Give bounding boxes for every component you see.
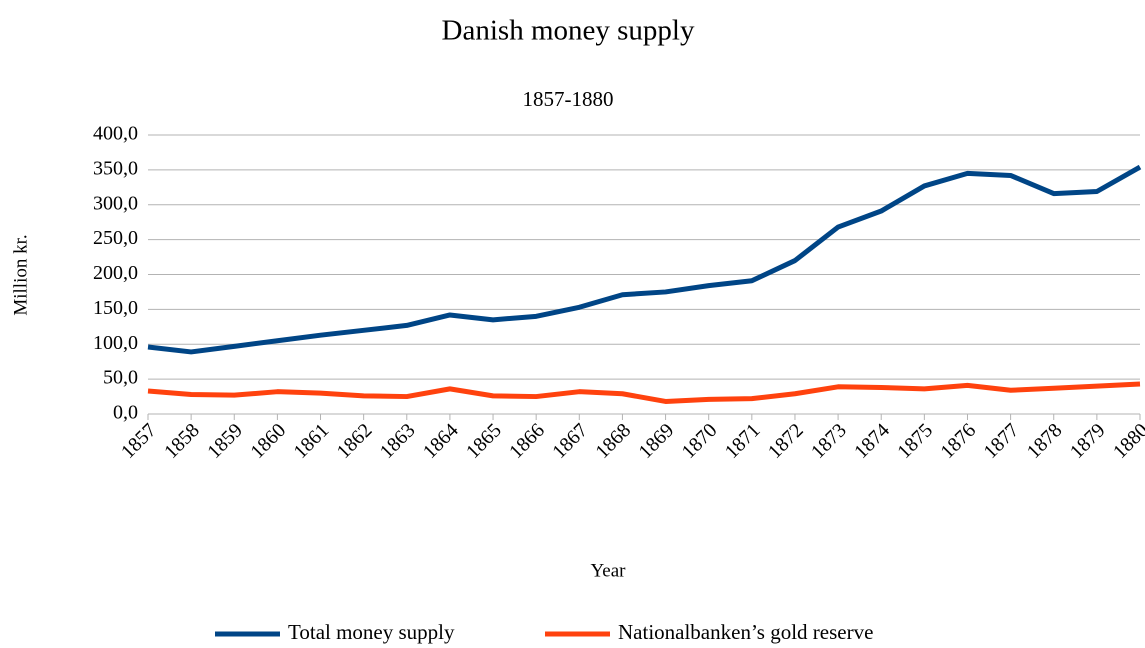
y-tick-label: 100,0	[93, 332, 138, 354]
x-tick-label: 1874	[850, 419, 894, 463]
x-tick-label: 1869	[635, 419, 679, 463]
x-tick-label: 1872	[764, 419, 808, 463]
x-tick-label: 1864	[419, 419, 463, 463]
x-tick-label: 1876	[936, 419, 980, 463]
y-tick-label: 250,0	[93, 227, 138, 249]
chart-subtitle: 1857-1880	[523, 87, 614, 111]
y-tick-label: 400,0	[93, 123, 138, 145]
series-line	[147, 381, 1141, 404]
y-tick-label: 300,0	[93, 192, 138, 214]
y-tick-label: 150,0	[93, 297, 138, 319]
x-tick-label: 1880	[1109, 419, 1145, 463]
x-tick-label: 1873	[807, 419, 851, 463]
x-tick-label: 1862	[333, 419, 377, 463]
y-tick-label: 350,0	[93, 157, 138, 179]
x-tick-label: 1863	[376, 419, 420, 463]
y-axis-title: Million kr.	[10, 234, 31, 315]
legend-label: Nationalbanken’s gold reserve	[618, 620, 873, 644]
x-tick-label: 1870	[678, 419, 722, 463]
series-line	[147, 164, 1142, 355]
x-tick-label: 1858	[160, 419, 204, 463]
y-tick-label: 0,0	[113, 402, 138, 424]
x-tick-label: 1859	[203, 419, 247, 463]
x-tick-label: 1875	[893, 419, 937, 463]
legend-label: Total money supply	[288, 620, 455, 644]
x-tick-label: 1861	[289, 419, 333, 463]
x-tick-label: 1879	[1066, 419, 1110, 463]
y-tick-label: 200,0	[93, 262, 138, 284]
x-tick-label: 1860	[246, 419, 290, 463]
x-tick-label: 1868	[591, 419, 635, 463]
x-tick-label: 1877	[980, 419, 1024, 463]
x-tick-label: 1865	[462, 419, 506, 463]
x-tick-label: 1867	[548, 419, 592, 463]
x-tick-label: 1866	[505, 419, 549, 463]
x-tick-label: 1871	[721, 419, 765, 463]
chart-title: Danish money supply	[442, 15, 695, 47]
x-axis-title: Year	[590, 560, 626, 581]
x-tick-label: 1857	[117, 419, 161, 463]
x-tick-label: 1878	[1023, 419, 1067, 463]
y-tick-label: 50,0	[103, 367, 138, 389]
